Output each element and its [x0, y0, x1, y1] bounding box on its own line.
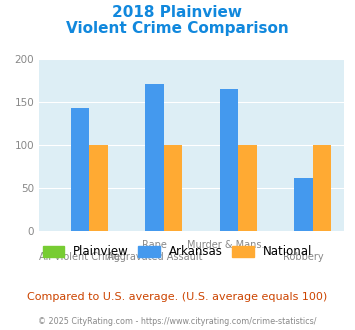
- Legend: Plainview, Arkansas, National: Plainview, Arkansas, National: [38, 241, 317, 263]
- Bar: [294, 178, 313, 231]
- Bar: [164, 145, 182, 231]
- Text: Compared to U.S. average. (U.S. average equals 100): Compared to U.S. average. (U.S. average …: [27, 292, 328, 302]
- Text: Robbery: Robbery: [283, 252, 324, 262]
- Bar: [313, 145, 331, 231]
- Text: Rape: Rape: [142, 240, 167, 250]
- Text: Aggravated Assault: Aggravated Assault: [107, 252, 202, 262]
- Bar: [220, 88, 238, 231]
- Bar: [89, 145, 108, 231]
- Text: Violent Crime Comparison: Violent Crime Comparison: [66, 21, 289, 36]
- Text: 2018 Plainview: 2018 Plainview: [113, 5, 242, 20]
- Text: Murder & Mans...: Murder & Mans...: [187, 240, 271, 250]
- Bar: [238, 145, 257, 231]
- Bar: [71, 108, 89, 231]
- Bar: [145, 84, 164, 231]
- Text: All Violent Crime: All Violent Crime: [39, 252, 121, 262]
- Text: © 2025 CityRating.com - https://www.cityrating.com/crime-statistics/: © 2025 CityRating.com - https://www.city…: [38, 317, 317, 326]
